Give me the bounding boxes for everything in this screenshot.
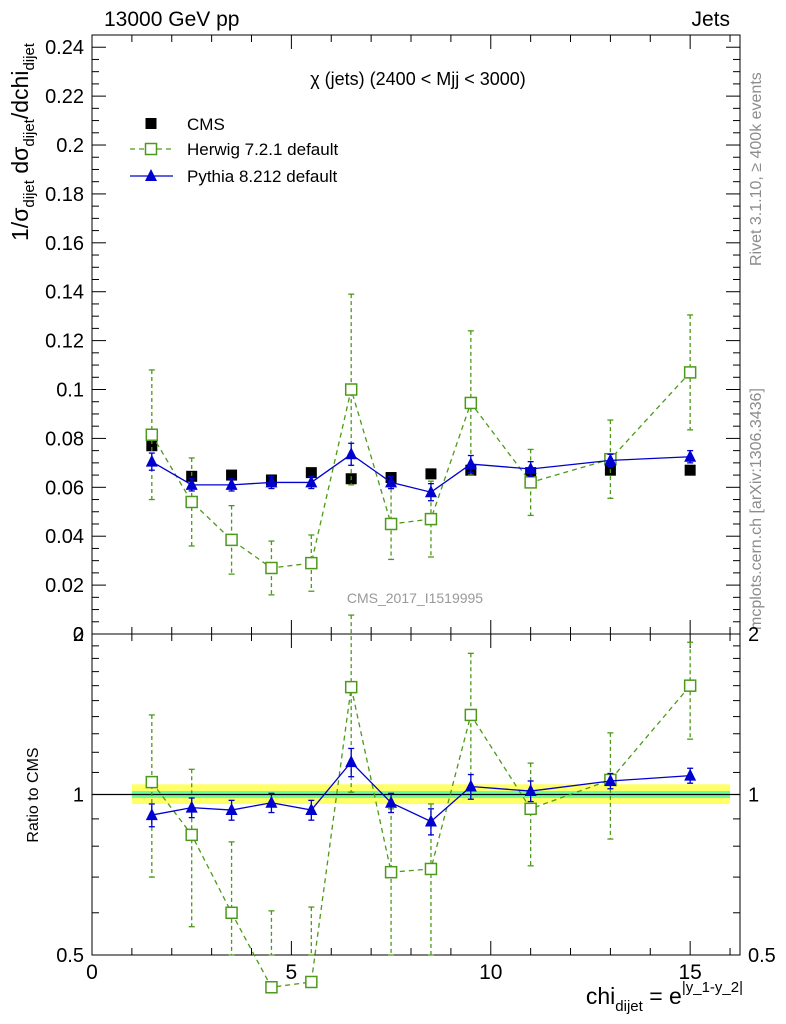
ratio-ylabel: Ratio to CMS bbox=[25, 747, 42, 842]
ratio-ytick-label: 2 bbox=[73, 624, 84, 646]
ratio-herwig-marker bbox=[265, 980, 278, 994]
ratio-herwig-marker bbox=[683, 679, 697, 692]
main-herwig-marker bbox=[424, 512, 438, 526]
ratio-herwig-marker bbox=[225, 906, 238, 920]
main-herwig-marker bbox=[344, 383, 358, 396]
ratio-pythia-line bbox=[151, 761, 691, 823]
main-pythia-marker bbox=[345, 447, 358, 460]
ratio-pythia-marker bbox=[424, 814, 437, 827]
xtick-label: 15 bbox=[678, 961, 701, 984]
legend-cms-marker bbox=[145, 118, 157, 129]
ratio-pythia-marker bbox=[265, 795, 278, 808]
ratio-pythia-marker bbox=[145, 808, 158, 821]
ratio-herwig-marker bbox=[344, 680, 358, 694]
main-panel: 0 0.02 0.04 0.06 0.08 0.1 0.12 0.14 0.16 0.18 0.2 0… bbox=[7, 34, 741, 646]
ratio-pythia-marker bbox=[385, 795, 398, 808]
main-pythia-marker bbox=[225, 477, 238, 490]
main-ytick-label: 0.16 bbox=[45, 233, 84, 255]
main-herwig-marker bbox=[265, 561, 278, 575]
main-herwig-marker bbox=[524, 476, 537, 489]
main-cms-marker bbox=[226, 469, 238, 481]
ratio-pythia-marker bbox=[305, 803, 318, 816]
xtick-label: 5 bbox=[286, 961, 298, 984]
ratio-ytick-label-right: 0.5 bbox=[748, 945, 776, 967]
main-ytick-label: 0.1 bbox=[56, 380, 84, 402]
ratio-ytick-label-right: 1 bbox=[748, 785, 759, 807]
main-ytick-label: 0.2 bbox=[56, 135, 84, 157]
main-ytick-label: 0.06 bbox=[45, 477, 84, 499]
main-herwig-marker bbox=[464, 396, 478, 410]
main-pythia-marker bbox=[305, 475, 318, 488]
ratio-pythia-marker bbox=[684, 768, 697, 781]
ratio-herwig-marker bbox=[424, 862, 438, 876]
xtick-label: 0 bbox=[86, 961, 98, 984]
ratio-herwig-marker bbox=[145, 775, 159, 789]
main-pythia-marker bbox=[385, 475, 398, 488]
legend-pythia-marker bbox=[145, 169, 157, 181]
watermark: CMS_2017_I1519995 bbox=[347, 590, 483, 606]
main-herwig-marker bbox=[185, 495, 198, 509]
main-pythia-marker bbox=[604, 453, 617, 466]
ratio-herwig-line bbox=[151, 685, 691, 988]
ratio-ytick-label-right: 2 bbox=[748, 624, 759, 646]
main-herwig-marker bbox=[225, 533, 238, 547]
ratio-herwig-marker bbox=[185, 828, 198, 842]
legend: CMS Herwig 7.2.1 default Pythia 8.212 defa… bbox=[130, 115, 338, 186]
main-ytick-label: 0.08 bbox=[45, 428, 84, 450]
main-ytick-label: 0.14 bbox=[45, 282, 84, 304]
main-pythia-marker bbox=[145, 454, 158, 467]
main-herwig-marker bbox=[683, 366, 697, 379]
ratio-pythia-marker bbox=[604, 774, 617, 787]
header-right: Jets bbox=[691, 8, 730, 31]
main-ytick-label: 0 bbox=[73, 624, 84, 646]
main-ytick-label: 0.12 bbox=[45, 331, 84, 353]
legend-herwig-marker bbox=[144, 142, 158, 156]
legend-herwig-label: Herwig 7.2.1 default bbox=[187, 140, 338, 159]
main-pythia-marker bbox=[424, 485, 437, 498]
ratio-ytick-label: 1 bbox=[73, 785, 84, 807]
main-ytick-label: 0.24 bbox=[45, 37, 84, 59]
chart-title: χ (jets) (2400 < Mjj < 3000) bbox=[310, 69, 526, 89]
xtick-label: 10 bbox=[479, 961, 502, 984]
main-cms-marker bbox=[186, 470, 198, 482]
main-cms-marker bbox=[425, 468, 437, 480]
main-pythia-marker bbox=[265, 475, 278, 488]
ratio-pythia-marker bbox=[345, 755, 358, 768]
ratio-pythia-marker bbox=[225, 803, 238, 816]
main-pythia-marker bbox=[684, 449, 697, 462]
ratio-herwig-marker bbox=[524, 802, 537, 816]
main-ytick-label: 0.04 bbox=[45, 526, 84, 548]
ratio-pythia-marker bbox=[185, 800, 198, 813]
main-ytick-label: 0.18 bbox=[45, 184, 84, 206]
main-cms-marker bbox=[305, 467, 317, 479]
main-pythia-marker bbox=[464, 457, 477, 470]
main-herwig-marker bbox=[145, 428, 159, 441]
ratio-pythia-marker bbox=[524, 784, 537, 797]
xlabel: chidijet = e|y_1-y_2| bbox=[586, 979, 743, 1015]
ratio-herwig-marker bbox=[305, 975, 318, 989]
main-herwig-marker bbox=[384, 517, 398, 531]
main-herwig-line bbox=[151, 371, 691, 569]
legend-cms-label: CMS bbox=[187, 115, 225, 134]
main-ytick-label: 0.22 bbox=[45, 86, 84, 108]
main-ylabel: 1/σdijet dσdijet/dchidijet bbox=[7, 42, 38, 241]
ratio-pythia-marker bbox=[464, 779, 477, 792]
main-pythia-line bbox=[151, 453, 691, 493]
ratio-ytick-label: 0.5 bbox=[56, 945, 84, 967]
main-herwig-marker bbox=[305, 556, 318, 570]
main-ytick-label: 0.02 bbox=[45, 575, 84, 597]
main-pythia-marker bbox=[185, 477, 198, 490]
main-pythia-marker bbox=[524, 461, 537, 474]
header-left: 13000 GeV pp bbox=[104, 8, 240, 31]
main-cms-marker bbox=[684, 464, 696, 476]
main-cms-marker bbox=[146, 440, 158, 452]
ratio-herwig-marker bbox=[384, 865, 398, 879]
legend-pythia-label: Pythia 8.212 default bbox=[187, 167, 338, 186]
ratio-herwig-marker bbox=[464, 708, 478, 722]
